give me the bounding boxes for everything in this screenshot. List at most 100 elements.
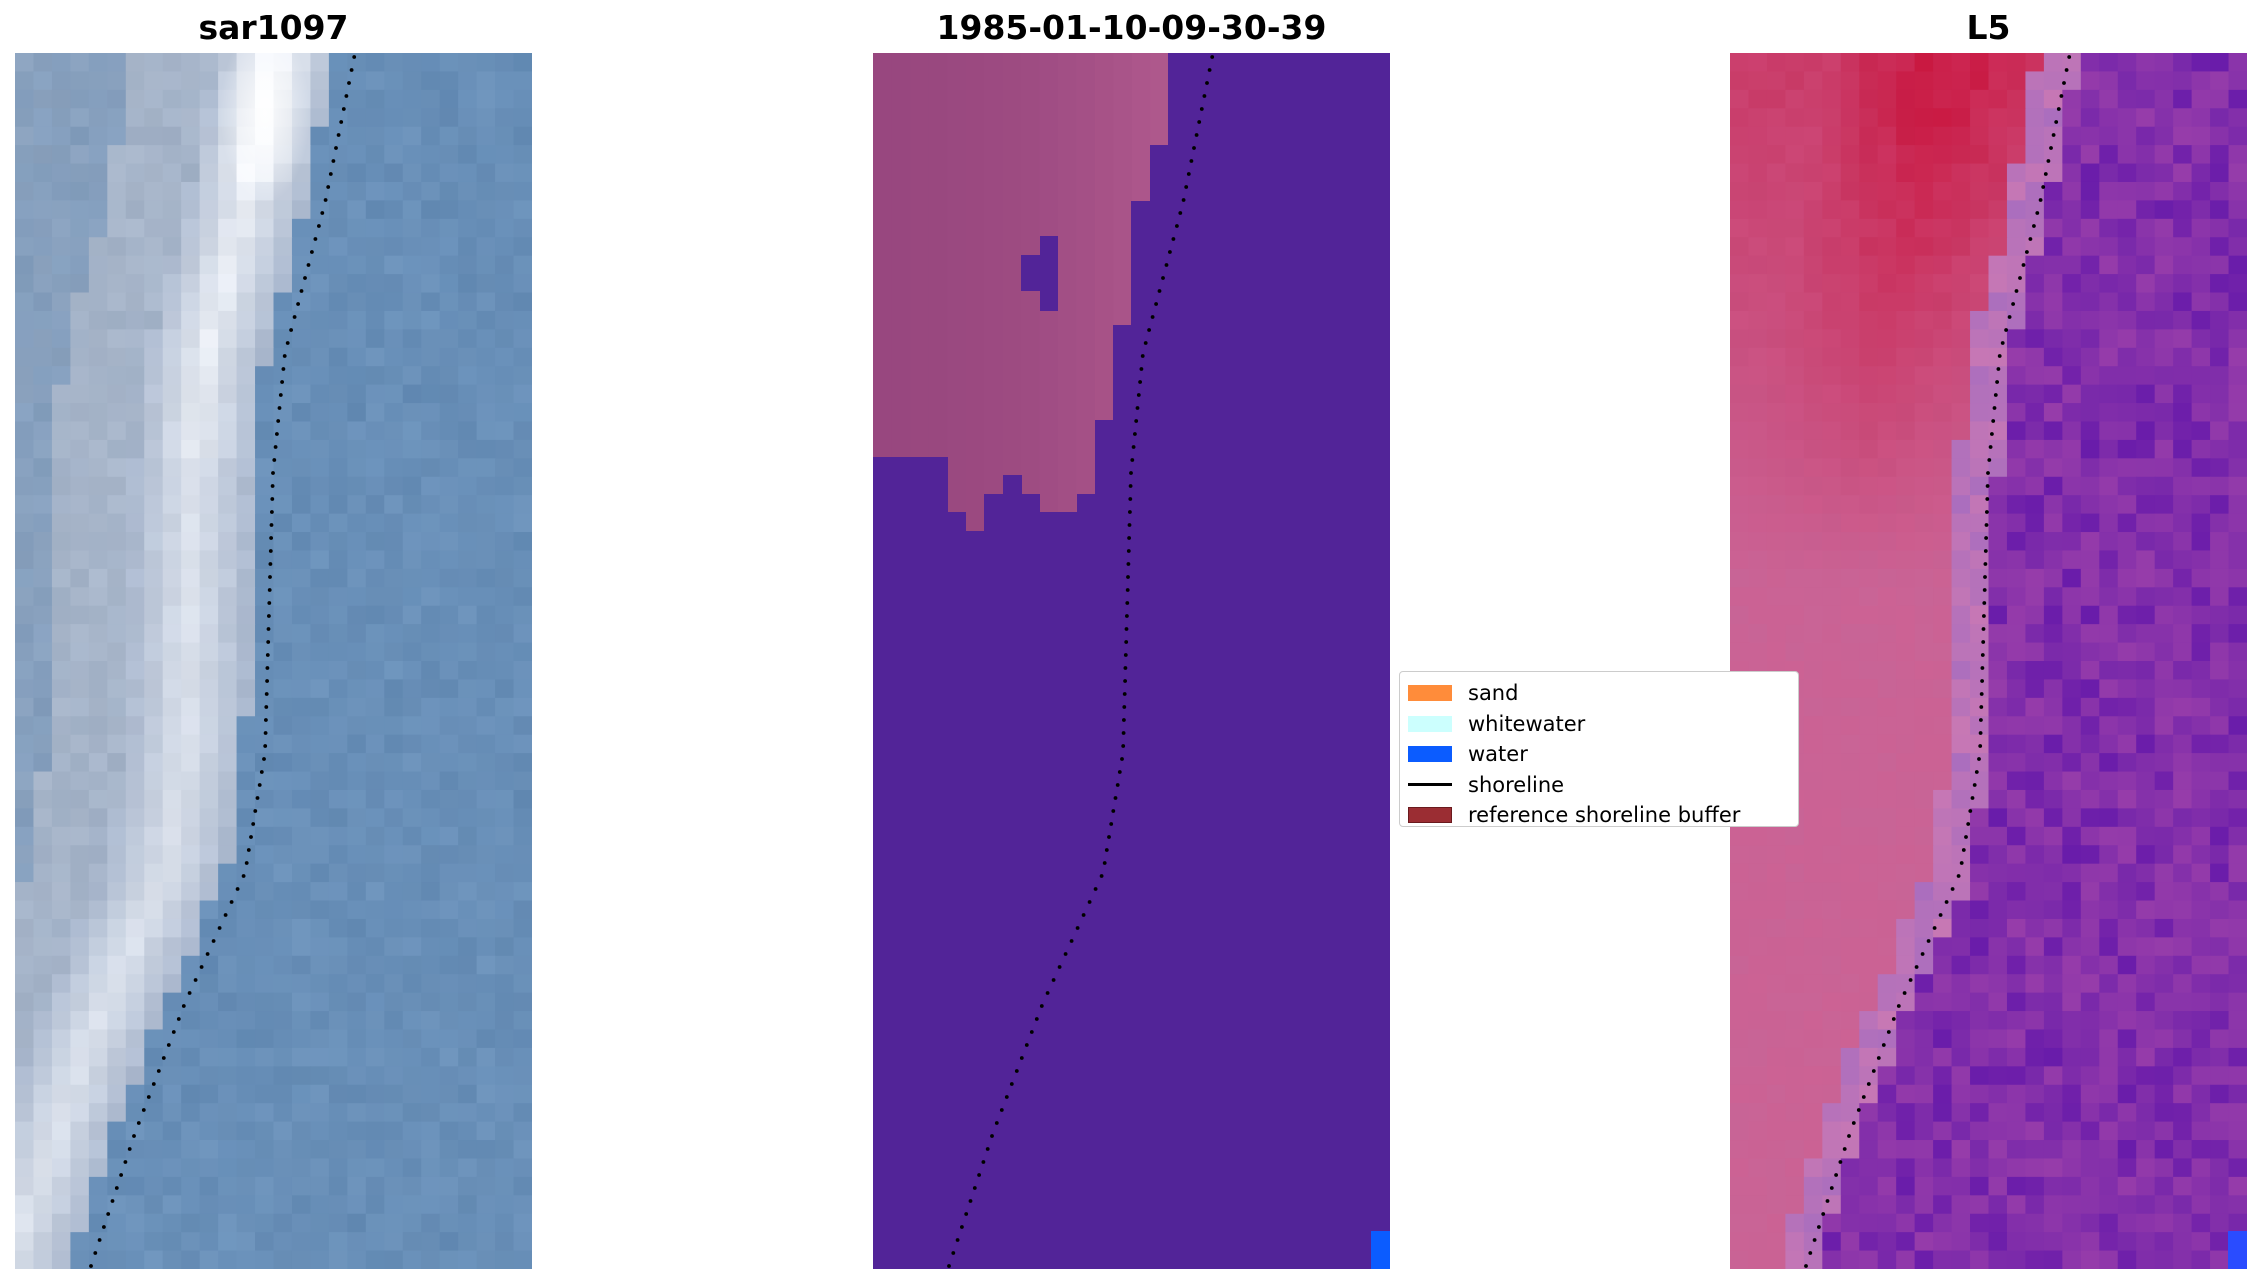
panel-title-sar: sar1097 [198,8,349,47]
shoreline-point [1125,601,1130,605]
shoreline-point [1972,783,1977,787]
legend-item-water: water [1400,739,1798,770]
shoreline [1804,55,2072,1268]
shoreline-point [1926,939,1931,943]
shoreline-point [1128,484,1133,488]
shoreline-point [1125,614,1129,618]
shoreline-point [278,393,283,397]
shoreline-point [156,1069,161,1073]
shoreline-point [334,146,338,150]
shoreline-point [1127,536,1131,540]
shoreline-point [1985,484,1990,488]
shoreline-point [344,94,349,98]
shoreline-point [1194,133,1199,137]
shoreline-point [263,744,268,748]
shoreline-point [2021,263,2026,267]
shoreline-point [1920,952,1925,956]
shoreline-point [1821,1212,1826,1216]
shoreline-point [1009,1082,1014,1086]
shoreline-point [1122,705,1127,709]
shoreline-point [1109,822,1114,826]
shoreline-point [1914,965,1919,969]
shoreline-point [1189,159,1194,163]
shoreline-point [264,718,268,722]
shoreline-point [968,1199,973,1203]
shoreline-point [2067,55,2072,59]
shoreline-point [1959,861,1964,865]
shoreline-point [310,250,314,254]
shoreline-point [1944,900,1949,904]
shoreline-point [270,510,274,514]
shoreline-point [1996,367,2001,371]
shoreline-point [166,1043,171,1047]
shoreline-point [1977,757,1981,761]
shoreline-point [2025,250,2029,254]
shoreline-point [1131,445,1136,449]
shoreline-point [1938,913,1943,917]
shoreline-point [2054,120,2059,124]
shoreline-point [2011,302,2015,306]
shoreline-point [1896,1004,1901,1008]
shoreline-point [1968,809,1973,813]
sar-image-panel [15,53,532,1269]
shoreline-point [960,1225,964,1229]
shoreline-point [1126,549,1131,553]
shoreline-point [1983,575,1987,579]
shoreline-point [306,263,311,267]
shoreline-point [1961,848,1966,852]
shoreline-point [1034,1017,1039,1021]
shoreline-point [1842,1147,1847,1151]
shoreline-point [955,1238,960,1242]
shoreline-point [281,367,286,371]
shoreline-point [282,354,287,358]
shoreline-point [270,497,275,501]
shoreline-point [1164,263,1169,267]
shoreline-point [259,770,264,774]
shoreline-point [269,523,274,527]
shoreline-point [1866,1082,1871,1086]
shoreline-point [1126,562,1131,566]
shoreline-point [253,809,258,813]
shoreline-point [2014,289,2019,293]
sar-image [15,53,532,1269]
shoreline-point [1995,380,1999,384]
shoreline-point [2004,328,2008,332]
shoreline-point [2018,276,2022,280]
shoreline-point [1981,627,1986,631]
shoreline-point [339,120,344,124]
shoreline-point [1817,1225,1821,1229]
shoreline-point [1157,289,1162,293]
shoreline-point [136,1121,141,1125]
shoreline-point [1039,1004,1044,1008]
shoreline-point [1123,666,1128,670]
shoreline-point [1808,1251,1813,1255]
shoreline-point [199,965,204,969]
shoreline-point [193,978,198,982]
legend: sand whitewater water shoreline referenc… [1399,671,1799,827]
shoreline-point [1956,874,1961,878]
shoreline-point [1154,302,1158,306]
shoreline-point [241,874,246,878]
shoreline-point [276,419,281,423]
shoreline-point [285,341,290,345]
shoreline [89,55,357,1268]
shoreline-point [1133,432,1137,436]
shoreline-point [102,1225,106,1229]
shoreline-point [1122,692,1127,696]
shoreline-point [246,848,251,852]
shoreline-point [972,1186,977,1190]
shoreline-point [1199,107,1204,111]
shoreline-point [2038,198,2043,202]
shoreline-point [1102,861,1107,865]
shoreline-point [1205,81,1209,85]
shoreline-point [1099,874,1104,878]
shoreline-point [1069,939,1074,943]
shoreline-point [106,1212,111,1216]
shoreline-point [1004,1095,1009,1099]
shoreline-point [266,640,271,644]
shoreline-point [1019,1056,1024,1060]
shoreline-point [1128,510,1132,514]
shoreline-point [1983,549,1988,553]
shoreline-point [349,68,354,72]
shoreline-point [313,237,318,241]
